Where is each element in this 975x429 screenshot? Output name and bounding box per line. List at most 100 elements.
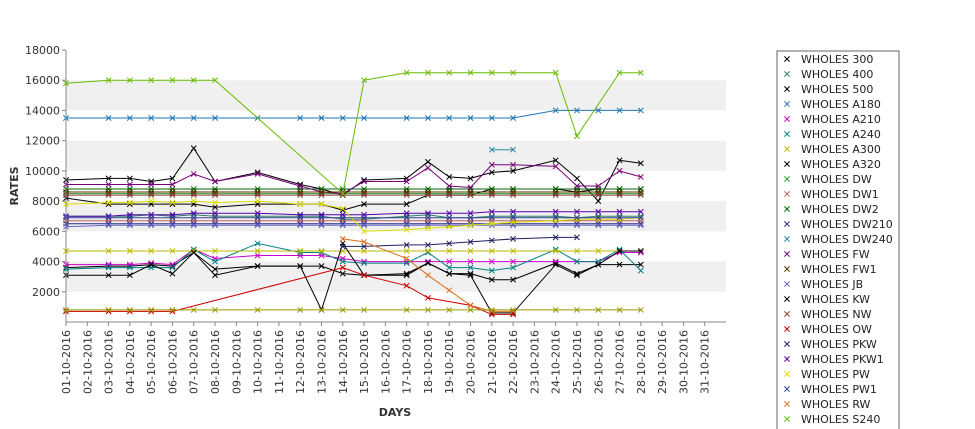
data-point bbox=[616, 248, 623, 254]
data-point bbox=[637, 267, 644, 274]
data-point bbox=[403, 241, 410, 248]
data-point bbox=[403, 210, 410, 217]
data-point bbox=[297, 214, 304, 221]
data-point bbox=[169, 175, 176, 182]
data-point bbox=[424, 158, 431, 165]
data-point bbox=[467, 192, 474, 199]
legend-marker bbox=[784, 326, 790, 332]
data-point bbox=[190, 214, 197, 221]
data-point bbox=[126, 181, 133, 188]
series-12 bbox=[488, 146, 517, 153]
legend-marker bbox=[784, 116, 790, 122]
legend-marker bbox=[784, 176, 790, 182]
data-point bbox=[637, 248, 644, 254]
legend-label: WHOLES FW bbox=[801, 248, 870, 261]
data-point bbox=[488, 267, 495, 274]
legend-marker bbox=[784, 401, 790, 407]
data-point bbox=[361, 201, 368, 208]
x-tick-label: 03-10-2016 bbox=[103, 330, 116, 394]
legend-label: WHOLES DW2 bbox=[801, 203, 879, 216]
legend-label: WHOLES 500 bbox=[801, 83, 873, 96]
data-point bbox=[424, 69, 431, 76]
data-point bbox=[105, 181, 112, 188]
data-point bbox=[361, 192, 368, 199]
data-point bbox=[552, 208, 559, 215]
data-point bbox=[552, 234, 559, 241]
data-point bbox=[254, 248, 261, 254]
data-point bbox=[510, 192, 517, 199]
data-point bbox=[446, 258, 453, 265]
data-point bbox=[424, 248, 431, 254]
legend-label: WHOLES NW bbox=[801, 308, 872, 321]
legend-item: WHOLES JB bbox=[784, 278, 863, 291]
legend-label: WHOLES A180 bbox=[801, 98, 881, 111]
x-tick-label: 22-10-2016 bbox=[507, 330, 520, 394]
data-point bbox=[510, 146, 517, 153]
data-point bbox=[616, 107, 623, 114]
x-tick-label: 12-10-2016 bbox=[294, 330, 307, 394]
data-point bbox=[424, 192, 431, 199]
data-point bbox=[637, 107, 644, 114]
data-point bbox=[467, 264, 474, 271]
series-25 bbox=[63, 306, 644, 313]
data-point bbox=[403, 282, 410, 289]
data-point bbox=[126, 214, 133, 221]
x-axis-ticks: 01-10-2016 02-10-2016 03-10-2016 04-10-2016… bbox=[60, 322, 712, 394]
data-point bbox=[424, 260, 431, 267]
legend-marker bbox=[784, 251, 790, 257]
legend-marker bbox=[784, 236, 790, 242]
series-24 bbox=[63, 69, 644, 197]
data-point bbox=[467, 222, 474, 229]
data-point bbox=[552, 248, 559, 254]
data-point bbox=[637, 173, 644, 180]
data-point bbox=[318, 192, 325, 199]
data-point bbox=[254, 263, 261, 270]
legend-item: WHOLES S240 bbox=[784, 413, 880, 426]
data-point bbox=[424, 225, 431, 232]
data-point bbox=[616, 214, 623, 221]
legend-item: WHOLES DW2 bbox=[784, 203, 879, 216]
y-tick-label: 14000 bbox=[25, 104, 60, 117]
series-13 bbox=[63, 161, 644, 197]
data-point bbox=[446, 306, 453, 313]
data-point bbox=[467, 258, 474, 265]
data-point bbox=[361, 214, 368, 221]
data-point bbox=[254, 306, 261, 313]
legend-marker bbox=[784, 356, 790, 362]
x-tick-label: 14-10-2016 bbox=[337, 330, 350, 394]
data-point bbox=[361, 77, 368, 84]
data-point bbox=[637, 160, 644, 167]
x-tick-label: 17-10-2016 bbox=[401, 330, 414, 394]
data-point bbox=[126, 77, 133, 84]
data-point bbox=[297, 183, 304, 189]
data-point bbox=[446, 69, 453, 76]
data-point bbox=[488, 306, 495, 313]
y-tick-label: 8000 bbox=[32, 195, 60, 208]
data-point bbox=[616, 261, 623, 268]
legend-item: WHOLES A210 bbox=[784, 113, 881, 126]
data-point bbox=[616, 157, 623, 164]
data-point bbox=[403, 201, 410, 208]
x-tick-label: 06-10-2016 bbox=[166, 330, 179, 394]
legend-marker bbox=[784, 86, 790, 92]
legend-label: WHOLES FW1 bbox=[801, 263, 877, 276]
data-point bbox=[190, 77, 197, 84]
data-point bbox=[552, 192, 559, 199]
data-point bbox=[212, 115, 218, 121]
data-point bbox=[339, 222, 346, 229]
data-point bbox=[126, 199, 133, 206]
y-tick-label: 18000 bbox=[25, 44, 60, 57]
data-point bbox=[318, 248, 325, 254]
data-point bbox=[510, 276, 517, 283]
data-point bbox=[488, 248, 495, 254]
data-point bbox=[616, 208, 623, 215]
data-point bbox=[212, 192, 218, 199]
data-point bbox=[637, 214, 644, 221]
data-point bbox=[510, 167, 517, 174]
data-point bbox=[212, 222, 218, 229]
data-point bbox=[467, 69, 474, 76]
legend-item: WHOLES FW1 bbox=[784, 263, 877, 276]
data-point bbox=[424, 241, 431, 248]
data-point bbox=[574, 208, 580, 215]
data-point bbox=[190, 210, 197, 217]
